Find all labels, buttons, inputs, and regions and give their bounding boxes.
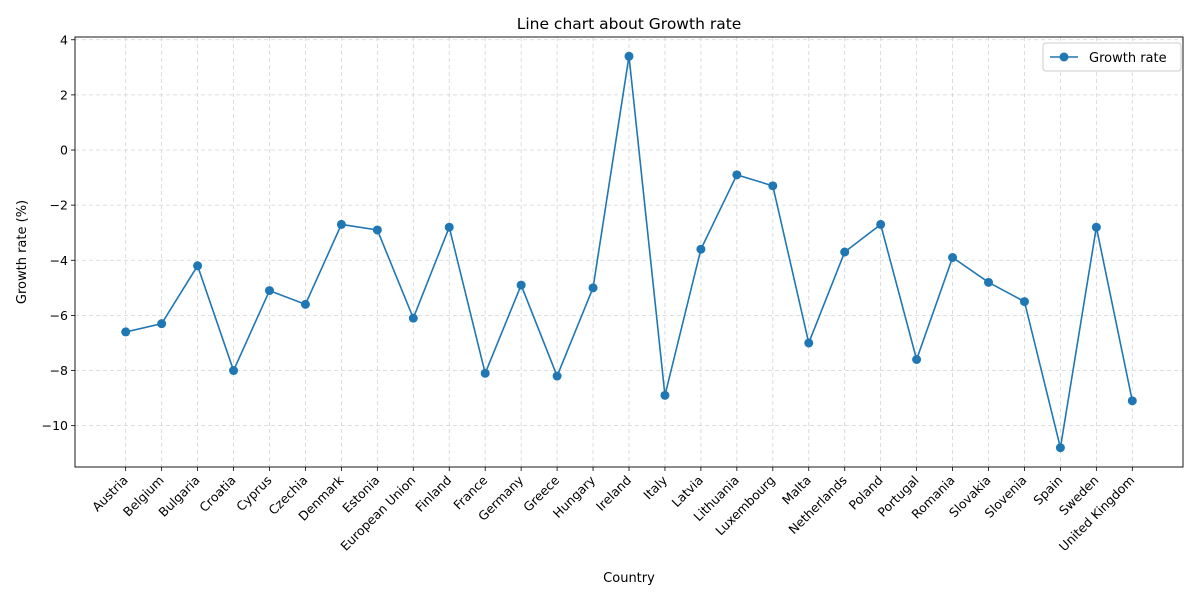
data-point — [480, 368, 490, 378]
data-point — [984, 277, 994, 287]
x-axis-label: Country — [603, 571, 655, 586]
data-point — [157, 319, 167, 329]
data-point — [372, 225, 382, 235]
grid — [75, 37, 1183, 467]
data-point — [193, 261, 203, 271]
data-point — [552, 371, 562, 381]
data-point — [768, 181, 778, 191]
y-tick-label: −2 — [50, 198, 68, 213]
x-tick-label: Italy — [640, 472, 670, 502]
data-point — [516, 280, 526, 290]
x-tick-label: Ireland — [593, 473, 634, 514]
y-tick-label: 0 — [60, 143, 68, 158]
data-point — [732, 170, 742, 180]
plot-frame — [74, 36, 1184, 468]
data-point — [1055, 443, 1065, 453]
axes: AustriaBelgiumBulgariaCroatiaCyprusCzech… — [42, 32, 1184, 554]
data-point — [660, 390, 670, 400]
y-tick-label: 2 — [60, 87, 68, 102]
data-point — [804, 338, 814, 348]
legend-box — [1042, 42, 1182, 72]
x-tick-label: Croatia — [196, 473, 238, 515]
data-point — [408, 313, 418, 323]
legend-series-label: Growth rate — [1089, 51, 1167, 66]
series-layer — [121, 51, 1137, 453]
y-tick-label: −4 — [50, 253, 68, 268]
data-point — [300, 299, 310, 309]
y-axis-label: Growth rate (%) — [15, 200, 30, 304]
data-point — [121, 327, 131, 337]
data-point — [1019, 297, 1029, 307]
data-point — [912, 355, 922, 364]
data-point — [1127, 396, 1137, 406]
data-point — [696, 244, 706, 254]
y-tick-label: 4 — [60, 32, 68, 47]
y-tick-label: −10 — [42, 418, 68, 433]
x-tick-label: Finland — [412, 473, 454, 515]
legend-point-marker — [1059, 52, 1069, 62]
data-point — [264, 286, 274, 296]
data-point — [948, 253, 958, 263]
data-point — [624, 51, 634, 61]
data-point — [336, 219, 346, 229]
data-point — [229, 366, 239, 376]
data-point — [840, 247, 850, 257]
legend: Growth rate — [1042, 42, 1182, 72]
data-point — [876, 219, 886, 229]
chart-title: Line chart about Growth rate — [517, 15, 742, 33]
data-point — [1091, 222, 1101, 232]
data-point — [588, 283, 598, 293]
y-tick-label: −6 — [50, 308, 68, 323]
data-point — [444, 222, 454, 232]
y-tick-label: −8 — [50, 363, 68, 378]
